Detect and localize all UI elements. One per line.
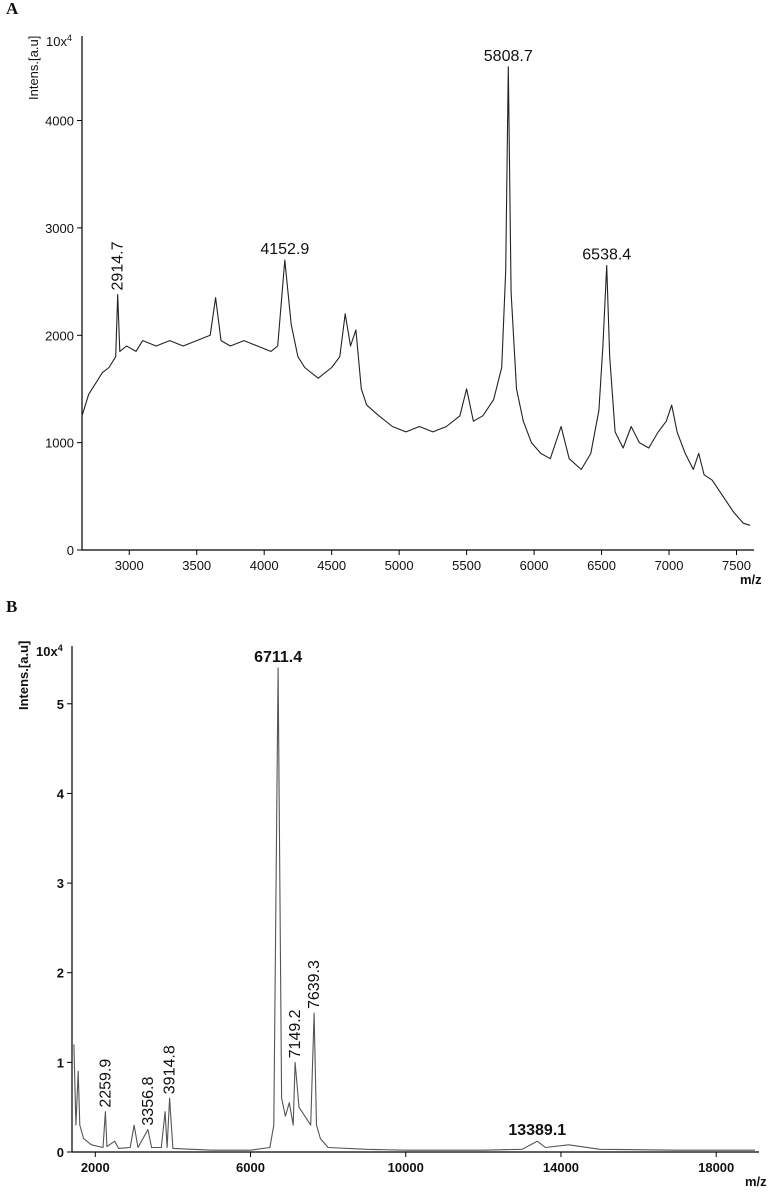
x-tick-label: 7000 [655, 558, 684, 573]
x-axis-label: m/z [745, 1174, 767, 1189]
peak-label: 7149.2 [287, 1009, 304, 1058]
peak-label: 5808.7 [484, 48, 533, 65]
panel-label: A [6, 0, 19, 18]
panel-label: B [6, 597, 17, 616]
y-axis-label: Intens.[a.u] [26, 36, 41, 100]
peak-label: 2259.9 [97, 1059, 114, 1108]
scale-exponent: 4 [67, 33, 72, 43]
y-tick-label: 4000 [45, 114, 74, 129]
peak-label: 13389.1 [508, 1122, 566, 1139]
scale-exponent: 4 [58, 643, 63, 653]
x-tick-label: 4500 [317, 558, 346, 573]
peak-label: 3356.8 [140, 1077, 157, 1126]
spectrum-line [73, 667, 755, 1151]
y-tick-label: 3 [57, 876, 64, 891]
x-tick-label: 5000 [385, 558, 414, 573]
peak-label: 6538.4 [582, 246, 631, 263]
x-tick-label: 2000 [81, 1160, 110, 1175]
peak-label: 2914.7 [110, 241, 127, 290]
x-tick-label: 5500 [452, 558, 481, 573]
x-tick-label: 6000 [520, 558, 549, 573]
y-tick-label: 0 [67, 543, 74, 558]
y-tick-label: 5 [57, 697, 64, 712]
y-tick-label: 1 [57, 1055, 64, 1070]
y-tick-label: 3000 [45, 221, 74, 236]
scale-base: 10x [46, 34, 67, 49]
peak-label: 4152.9 [260, 241, 309, 258]
x-tick-label: 3500 [182, 558, 211, 573]
y-axis-label: Intens.[a.u] [16, 641, 31, 710]
x-tick-label: 6500 [587, 558, 616, 573]
spectrum-line [81, 66, 751, 526]
y-tick-label: 4 [57, 786, 65, 801]
x-tick-label: 10000 [388, 1160, 424, 1175]
scale-label: 10x4 [46, 33, 72, 49]
peak-label: 7639.3 [306, 960, 323, 1009]
peak-label: 6711.4 [254, 649, 302, 666]
x-axis-label: m/z [740, 572, 762, 587]
y-tick-label: 2 [57, 966, 64, 981]
x-tick-label: 4000 [250, 558, 279, 573]
x-tick-label: 6000 [236, 1160, 265, 1175]
x-tick-label: 7500 [722, 558, 751, 573]
x-tick-label: 18000 [698, 1160, 734, 1175]
scale-base: 10x [36, 644, 58, 659]
y-tick-label: 1000 [45, 436, 74, 451]
peak-label: 3914.8 [162, 1045, 179, 1094]
x-tick-label: 3000 [115, 558, 144, 573]
x-tick-label: 14000 [543, 1160, 579, 1175]
y-tick-label: 2000 [45, 328, 74, 343]
scale-label: 10x4 [36, 643, 63, 659]
y-tick-label: 0 [57, 1145, 64, 1160]
